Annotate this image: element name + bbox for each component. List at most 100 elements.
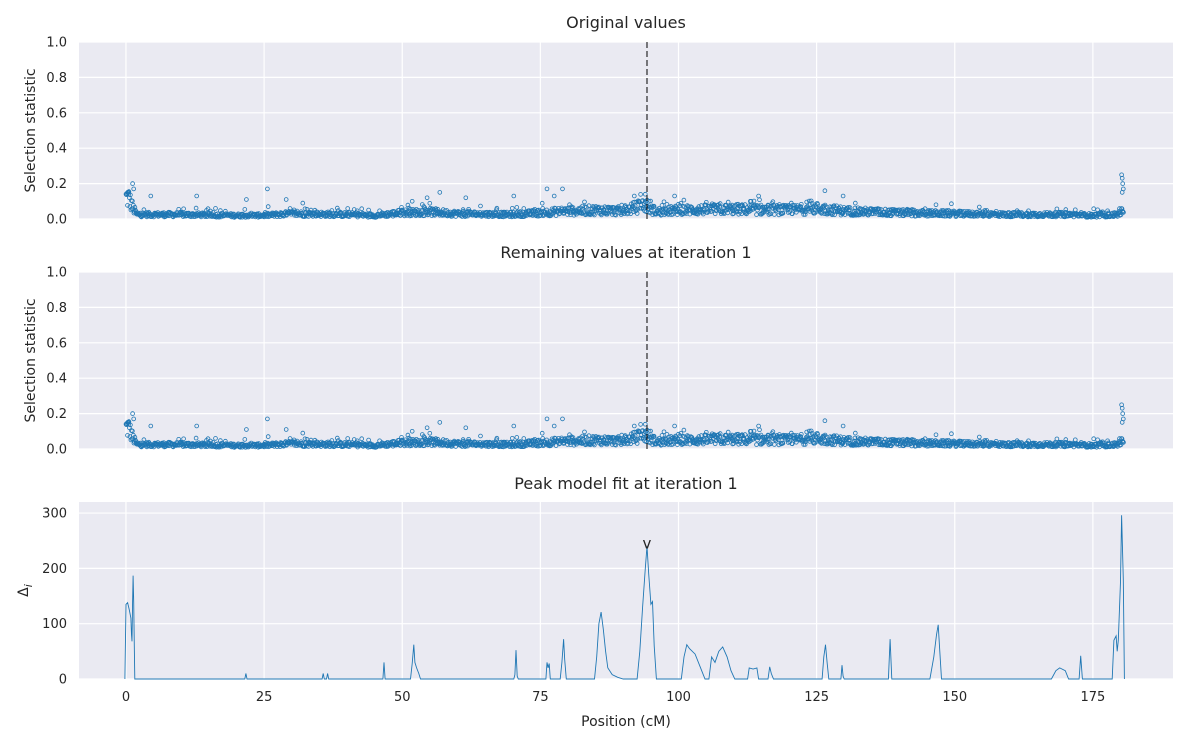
data-point	[130, 428, 135, 434]
y-tick-label: 0.4	[46, 142, 67, 157]
data-point	[847, 205, 853, 210]
data-point	[780, 440, 786, 446]
data-point	[132, 434, 138, 440]
data-point	[766, 442, 772, 447]
y-axis-label: Δi	[16, 584, 35, 597]
data-point	[638, 422, 643, 427]
data-point	[670, 211, 676, 217]
data-point	[645, 204, 650, 209]
data-point	[1026, 208, 1031, 214]
data-point	[437, 420, 443, 425]
data-point	[354, 208, 360, 214]
data-point	[993, 438, 999, 444]
data-point	[223, 438, 228, 444]
y-tick-label: 300	[42, 507, 67, 522]
y-tick-label: 1.0	[46, 266, 67, 281]
data-point	[409, 428, 415, 434]
data-point	[756, 423, 761, 429]
y-axis-label: Selection statistic	[23, 68, 39, 192]
scatter-points	[123, 172, 1126, 220]
data-point	[756, 193, 761, 199]
data-point	[1119, 436, 1125, 442]
data-point	[478, 433, 483, 439]
data-point	[926, 443, 931, 449]
data-point	[651, 203, 657, 209]
data-point	[1121, 440, 1126, 445]
data-point	[405, 432, 411, 438]
data-point	[808, 428, 814, 434]
data-point	[821, 203, 827, 209]
data-point	[508, 439, 514, 445]
scatter-points	[123, 402, 1126, 450]
data-point	[141, 207, 147, 213]
data-point	[354, 438, 360, 444]
data-point	[514, 435, 520, 440]
data-point	[478, 203, 483, 209]
data-point	[521, 444, 527, 449]
data-point	[181, 206, 186, 212]
data-point	[648, 428, 653, 434]
data-point	[642, 421, 648, 427]
data-point	[1121, 210, 1126, 215]
data-point	[1117, 436, 1122, 441]
data-point	[300, 200, 306, 206]
data-point	[847, 435, 853, 440]
data-point	[625, 438, 630, 444]
plot-area	[79, 502, 1173, 679]
data-point	[424, 195, 430, 201]
data-point	[560, 186, 565, 192]
data-point	[1063, 207, 1069, 212]
data-point	[540, 436, 545, 441]
peak-marker: v	[643, 534, 652, 552]
data-point	[949, 431, 954, 437]
data-point	[265, 434, 271, 439]
data-point	[213, 206, 218, 211]
data-point	[1063, 437, 1069, 442]
x-tick-label: 150	[942, 690, 967, 705]
data-point	[780, 211, 786, 216]
data-point	[672, 193, 677, 199]
y-tick-label: 0.8	[46, 71, 67, 86]
data-point	[539, 430, 545, 436]
data-point	[681, 197, 687, 203]
data-point	[405, 202, 411, 208]
data-point	[427, 201, 433, 206]
data-point	[244, 197, 249, 202]
data-point	[798, 202, 804, 207]
data-point	[703, 429, 709, 435]
data-point	[661, 199, 667, 205]
data-point	[659, 442, 664, 448]
plot-area	[79, 272, 1173, 449]
data-point	[703, 200, 709, 205]
data-point	[677, 203, 683, 208]
data-point	[832, 438, 838, 444]
x-tick-label: 75	[532, 690, 549, 705]
data-point	[712, 441, 718, 447]
data-point	[822, 188, 828, 194]
data-point	[840, 193, 846, 199]
data-point	[1120, 181, 1125, 186]
data-point	[789, 211, 795, 217]
data-point	[689, 435, 695, 440]
data-point	[536, 439, 542, 445]
data-point	[815, 201, 820, 207]
data-point	[808, 198, 814, 204]
data-point	[510, 439, 516, 445]
y-tick-label: 0.6	[46, 106, 67, 121]
data-point	[821, 433, 827, 439]
data-point	[427, 430, 433, 436]
data-point	[511, 193, 517, 199]
data-point	[244, 427, 249, 432]
data-point	[472, 209, 477, 215]
y-tick-label: 0.2	[46, 407, 67, 422]
data-point	[876, 436, 882, 442]
data-point	[223, 208, 228, 214]
data-point	[1119, 206, 1125, 212]
data-point	[638, 192, 643, 197]
data-point	[148, 193, 154, 199]
data-point	[852, 430, 858, 436]
data-point	[772, 212, 777, 217]
data-point	[933, 432, 939, 438]
data-point	[359, 436, 365, 442]
data-point	[836, 205, 842, 211]
